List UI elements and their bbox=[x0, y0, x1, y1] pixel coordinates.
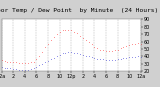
Text: Milw. Wthr. Outdoor Temp / Dew Point  by Minute  (24 Hours) (Alternate): Milw. Wthr. Outdoor Temp / Dew Point by … bbox=[0, 8, 160, 13]
